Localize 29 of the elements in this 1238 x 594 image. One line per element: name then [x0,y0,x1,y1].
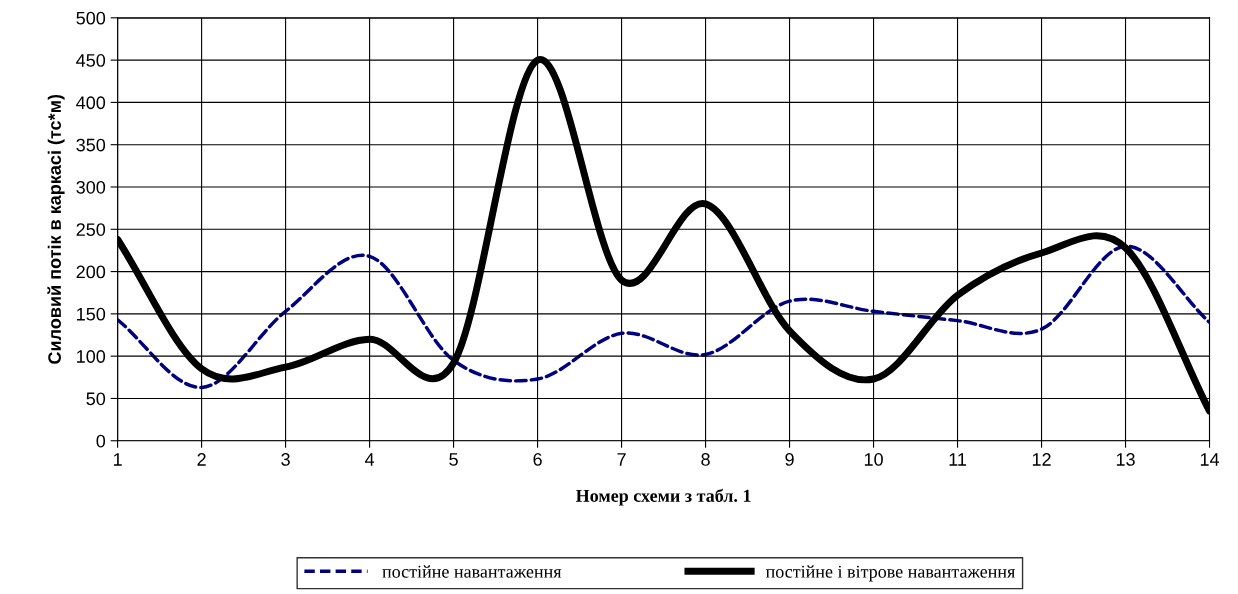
y-tick-label: 500 [76,11,106,25]
x-tick-label: 7 [617,453,626,466]
x-tick-label: 1 [113,453,122,466]
legend-label: постійне навантаження [382,565,562,578]
x-tick-label: 2 [197,453,206,466]
x-axis-title: Номер схеми з табл. 1 [575,488,751,506]
y-tick-label: 100 [77,350,106,363]
x-tick-label: 12 [1032,453,1051,466]
x-tick-label: 5 [449,453,458,466]
y-tick-label: 350 [76,138,106,152]
y-tick-label: 150 [77,307,106,321]
x-tick-label: 14 [1200,453,1220,466]
x-tick-label: 6 [533,453,542,466]
y-tick-label: 450 [76,54,106,67]
x-tick-label: 13 [1116,453,1135,466]
y-tick-label: 200 [76,265,106,279]
x-tick-label: 3 [281,453,290,466]
x-tick-label: 11 [949,453,967,466]
y-tick-label: 250 [76,223,106,236]
y-axis-title: Силовий потік в каркасі (тс*м) [47,94,65,364]
x-tick-label: 4 [364,453,375,466]
x-tick-label: 9 [785,453,794,466]
y-tick-label: 0 [96,434,106,448]
x-tick-label: 10 [864,453,883,466]
x-tick-label: 8 [701,453,710,466]
legend-label: постійне і вітрове навантаження [765,565,1015,582]
y-tick-label: 50 [86,392,106,406]
y-tick-label: 400 [76,96,106,110]
y-tick-label: 300 [76,180,106,194]
